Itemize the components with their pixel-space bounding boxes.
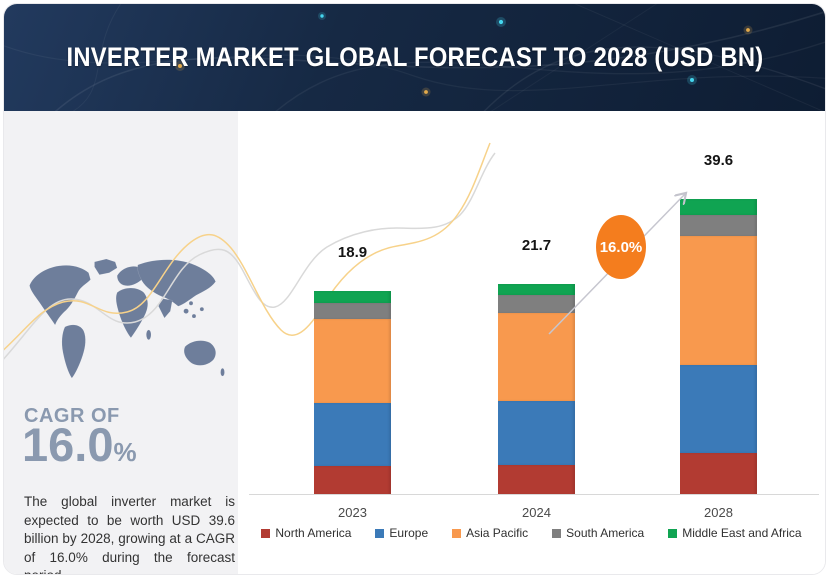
page-title: INVERTER MARKET GLOBAL FORECAST TO 2028 …: [66, 42, 763, 72]
cagr-percent-sign: %: [113, 437, 137, 467]
legend: North America Europe Asia Pacific South Ame…: [238, 526, 825, 540]
legend-label-north-america: North America: [275, 526, 352, 540]
legend-label-south-america: South America: [566, 526, 645, 540]
bar-segment-europe: [498, 401, 575, 465]
legend-label-europe: Europe: [389, 526, 429, 540]
bar-segment-south-america: [314, 303, 391, 319]
bar-2023: [314, 291, 391, 495]
cagr-label: CAGR OF: [24, 405, 120, 427]
bar-segment-asia-pacific: [680, 236, 757, 365]
bar-segment-asia-pacific: [314, 319, 391, 403]
bars-layer: 18.9 2023 21.7 2024 39.6 2028: [4, 4, 825, 574]
legend-item-europe: Europe: [375, 526, 428, 540]
legend-swatch-south-america: [552, 528, 562, 538]
bar-segment-europe: [314, 403, 391, 466]
x-axis-line: [249, 494, 819, 495]
bar-value-label-2024: 21.7: [521, 237, 552, 254]
legend-item-middle-east-and-africa: Middle East and Africa: [668, 526, 802, 540]
legend-item-north-america: North America: [261, 526, 351, 540]
bar-segment-south-america: [680, 215, 757, 236]
cagr-badge-label: 16.0%: [599, 238, 643, 256]
bar-segment-asia-pacific: [498, 313, 575, 401]
bar-value-label-2023: 18.9: [337, 244, 368, 261]
header-network-decoration: [4, 4, 825, 111]
bar-2028: [680, 199, 757, 495]
legend-item-south-america: South America: [552, 526, 644, 540]
bar-2024: [498, 284, 575, 495]
bar-segment-north-america: [314, 466, 391, 495]
legend-label-asia-pacific: Asia Pacific: [466, 526, 529, 540]
infographic-card: INVERTER MARKET GLOBAL FORECAST TO 2028 …: [3, 3, 826, 575]
cagr-value: 16.0%: [22, 420, 137, 469]
bar-segment-europe: [680, 365, 757, 453]
x-axis-label-2023: 2023: [338, 505, 367, 520]
bar-segment-north-america: [498, 465, 575, 495]
bar-segment-middle-east-and-africa: [498, 284, 575, 295]
bar-value-label-2028: 39.6: [703, 152, 734, 169]
legend-swatch-north-america: [261, 528, 271, 538]
header: INVERTER MARKET GLOBAL FORECAST TO 2028 …: [4, 4, 825, 111]
legend-swatch-europe: [375, 528, 385, 538]
x-axis-label-2024: 2024: [522, 505, 551, 520]
cagr-value-number: 16.0: [22, 418, 114, 471]
bar-segment-south-america: [498, 295, 575, 313]
cagr-description: The global inverter market is expected t…: [24, 494, 235, 574]
bar-segment-middle-east-and-africa: [314, 291, 391, 303]
bar-segment-middle-east-and-africa: [680, 199, 757, 215]
cagr-growth-badge: 16.0%: [596, 215, 646, 279]
legend-item-asia-pacific: Asia Pacific: [452, 526, 528, 540]
bar-segment-north-america: [680, 453, 757, 495]
x-axis-label-2028: 2028: [704, 505, 733, 520]
legend-label-middle-east-and-africa: Middle East and Africa: [682, 526, 802, 540]
legend-swatch-middle-east-and-africa: [668, 528, 678, 538]
legend-swatch-asia-pacific: [452, 528, 462, 538]
